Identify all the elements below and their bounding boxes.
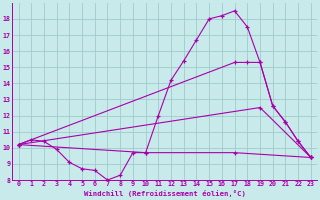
X-axis label: Windchill (Refroidissement éolien,°C): Windchill (Refroidissement éolien,°C) [84, 190, 246, 197]
